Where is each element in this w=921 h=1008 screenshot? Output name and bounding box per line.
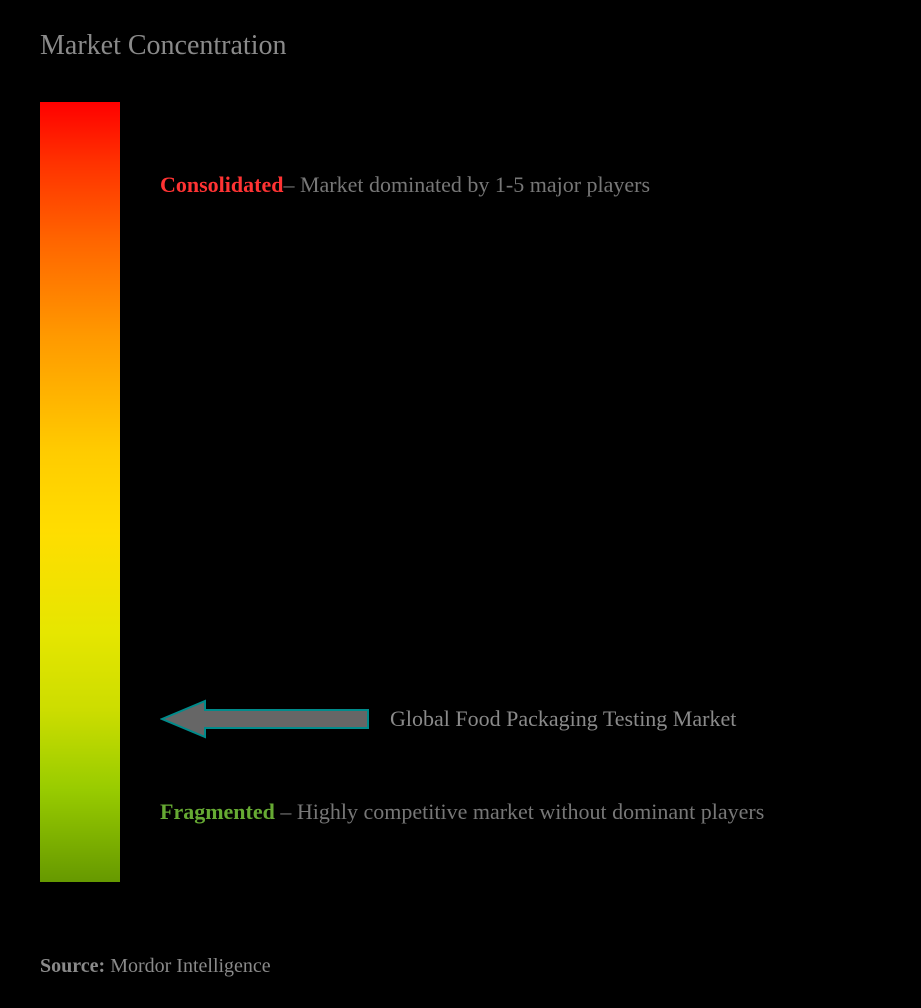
fragmented-description: – Highly competitive market without domi… bbox=[275, 799, 764, 824]
source-label: Source: bbox=[40, 955, 105, 977]
source-value: Mordor Intelligence bbox=[105, 955, 271, 977]
left-arrow-icon bbox=[160, 697, 370, 741]
source-attribution: Source: Mordor Intelligence bbox=[40, 955, 271, 978]
consolidated-description: – Market dominated by 1-5 major players bbox=[283, 172, 650, 197]
fragmented-block: Fragmented – Highly competitive market w… bbox=[160, 792, 871, 832]
fragmented-label: Fragmented bbox=[160, 799, 275, 824]
page-title: Market Concentration bbox=[40, 30, 891, 62]
main-content: Consolidated– Market dominated by 1-5 ma… bbox=[30, 102, 891, 922]
market-position-marker: Global Food Packaging Testing Market bbox=[160, 697, 736, 741]
consolidated-block: Consolidated– Market dominated by 1-5 ma… bbox=[160, 172, 871, 198]
market-name-label: Global Food Packaging Testing Market bbox=[390, 704, 736, 735]
consolidated-label: Consolidated bbox=[160, 172, 283, 197]
concentration-gradient-bar bbox=[40, 102, 120, 882]
labels-area: Consolidated– Market dominated by 1-5 ma… bbox=[120, 102, 891, 922]
